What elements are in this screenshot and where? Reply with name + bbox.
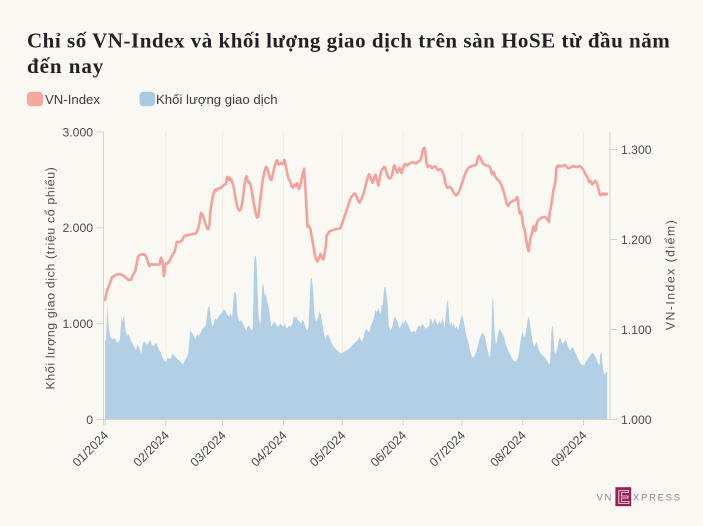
- svg-text:1.100: 1.100: [621, 323, 652, 337]
- svg-text:0: 0: [86, 413, 93, 427]
- svg-text:1.000: 1.000: [63, 317, 94, 331]
- svg-text:đến nay: đến nay: [27, 54, 104, 78]
- svg-text:E: E: [618, 488, 630, 508]
- svg-text:3.000: 3.000: [63, 125, 94, 139]
- svg-text:VN-Index (điểm): VN-Index (điểm): [664, 219, 678, 330]
- svg-text:XPRESS: XPRESS: [633, 493, 682, 504]
- svg-text:1.000: 1.000: [621, 413, 652, 427]
- svg-text:1.300: 1.300: [621, 143, 652, 157]
- svg-text:Khối lượng giao dịch: Khối lượng giao dịch: [156, 92, 278, 107]
- svg-text:VN: VN: [597, 493, 614, 504]
- svg-text:1.200: 1.200: [621, 233, 652, 247]
- svg-text:VN-Index: VN-Index: [45, 92, 100, 107]
- svg-text:Chỉ số VN-Index và khối lượng: Chỉ số VN-Index và khối lượng giao dịch …: [27, 29, 670, 53]
- svg-text:2.000: 2.000: [63, 221, 94, 235]
- svg-text:Khối lượng giao dịch (triệu cổ: Khối lượng giao dịch (triệu cổ phiếu): [44, 167, 58, 390]
